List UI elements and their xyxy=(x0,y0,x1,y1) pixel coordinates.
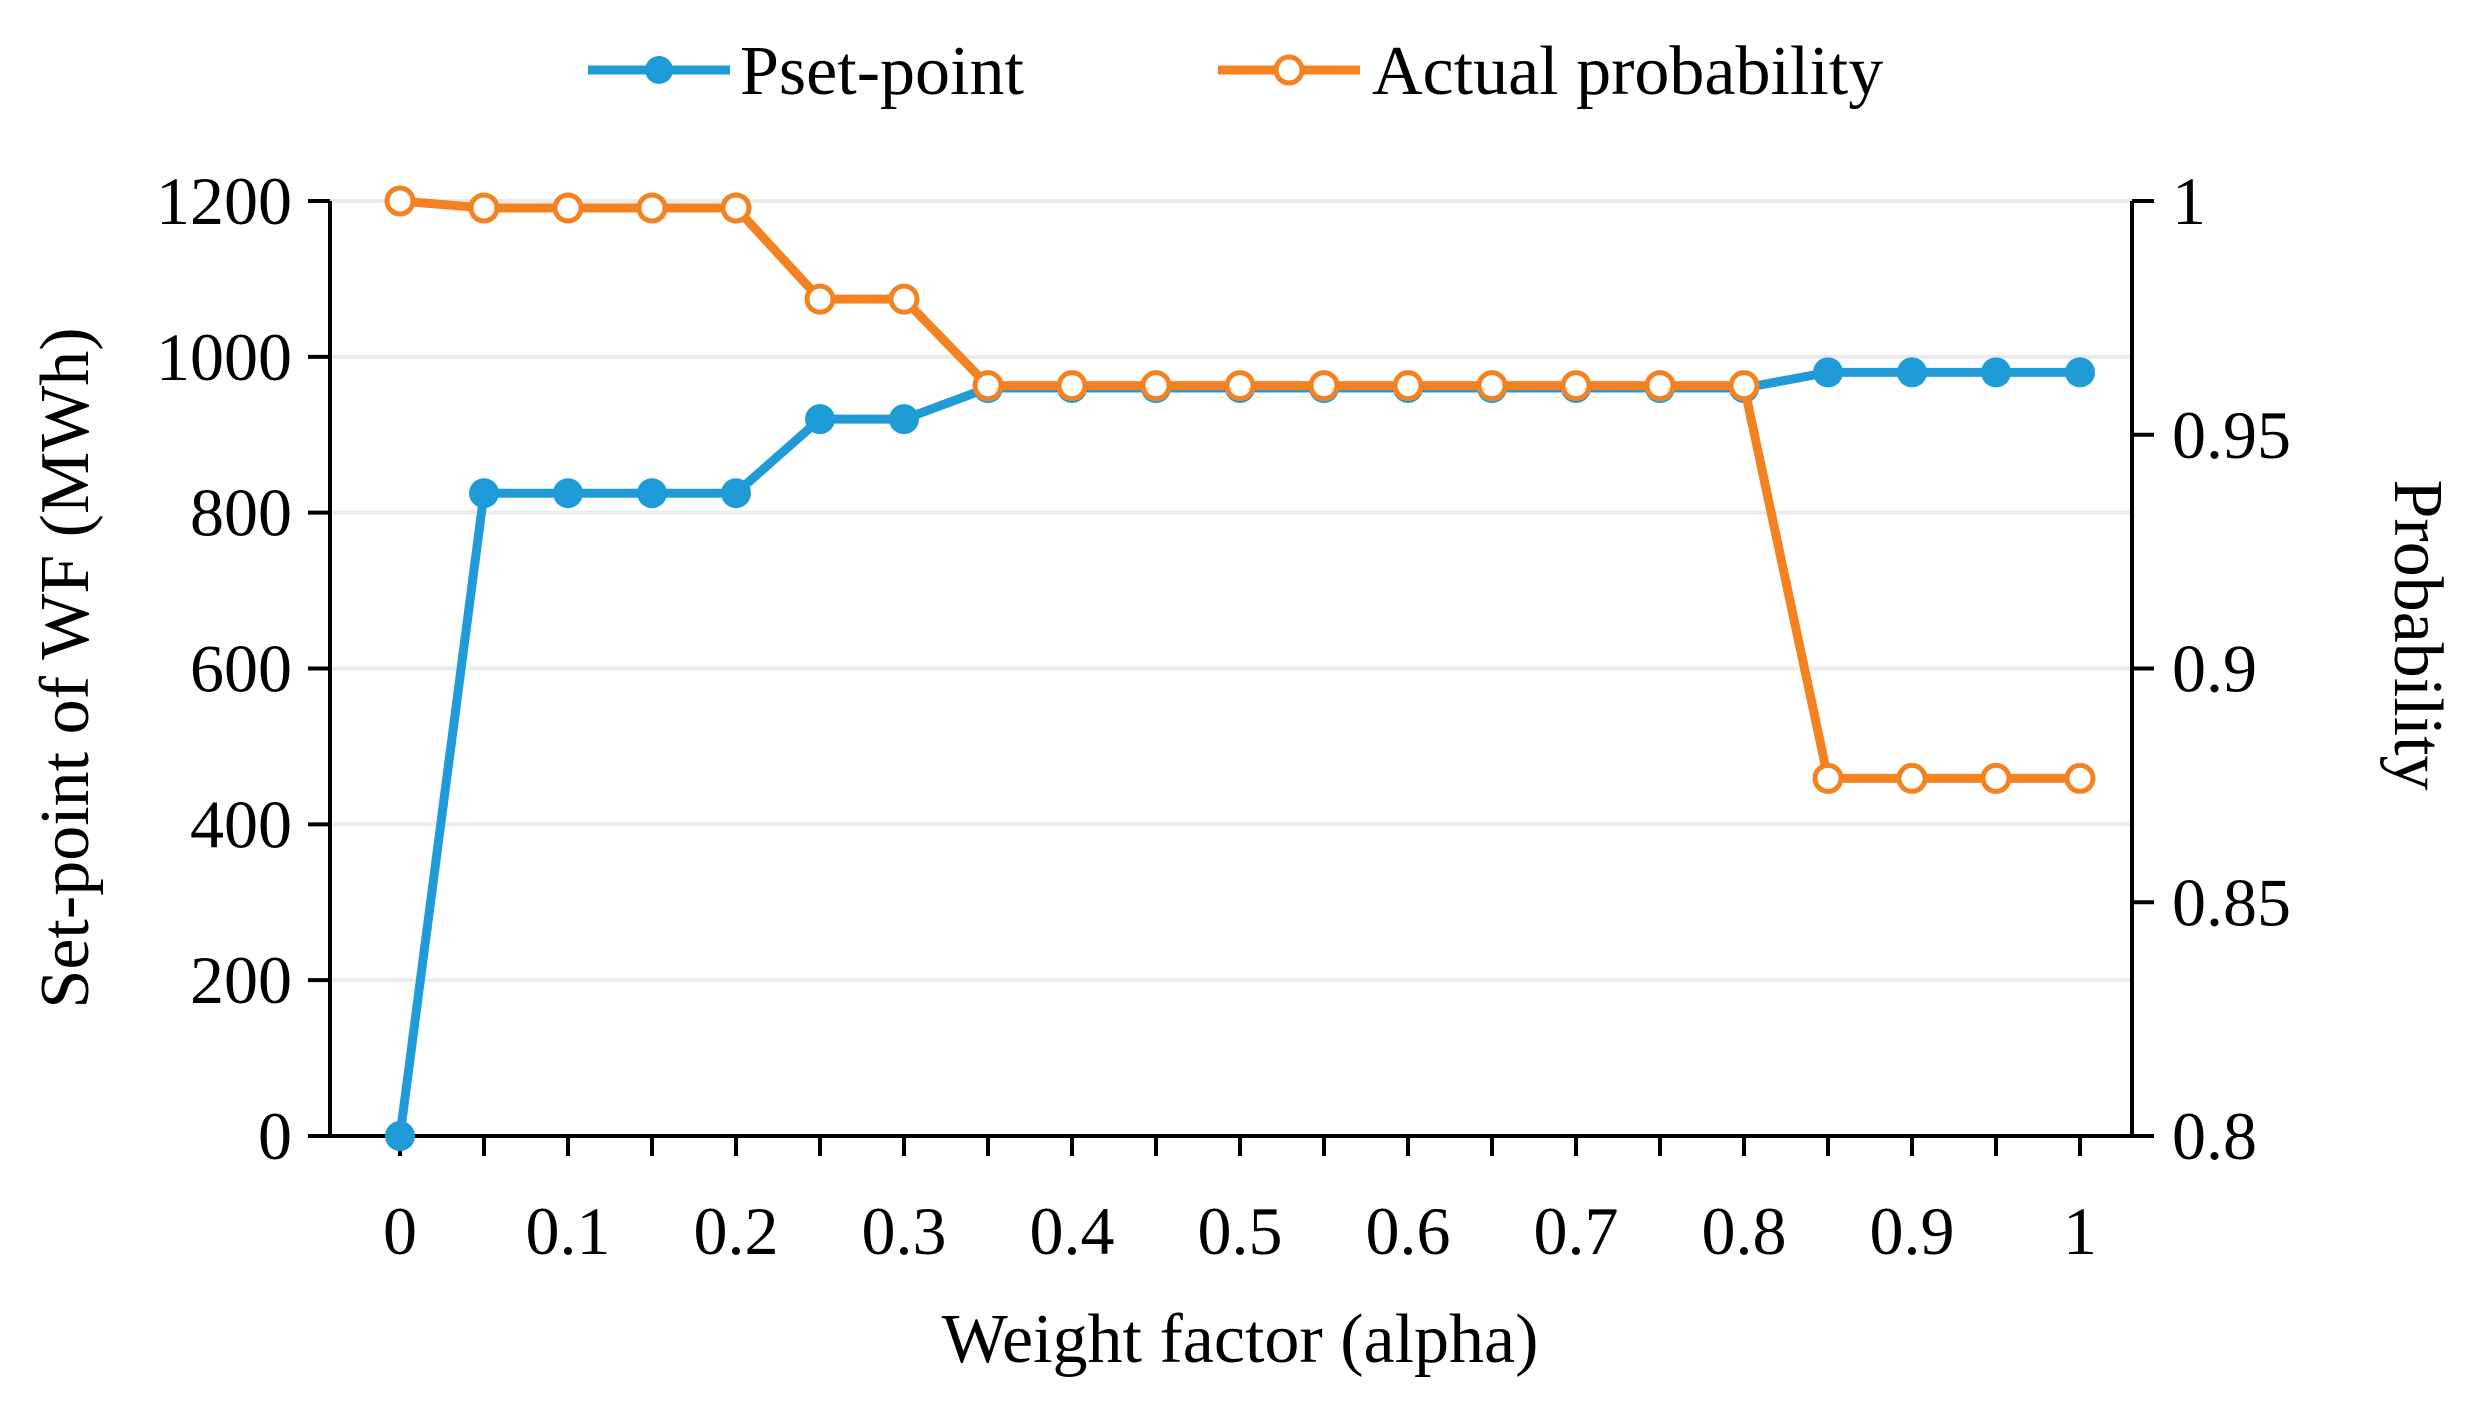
data-point xyxy=(385,1121,415,1151)
x-tick-label: 0.3 xyxy=(862,1193,947,1269)
x-ticks: 0 0.1 0.2 0.3 0.4 0.5 0.6 0.7 0.8 0.9 1 xyxy=(383,1136,2097,1269)
data-point xyxy=(469,478,499,509)
data-point xyxy=(888,283,920,315)
data-point xyxy=(468,192,500,224)
data-point xyxy=(552,192,584,224)
right-y-tick-label: 0.95 xyxy=(2172,397,2291,473)
left-y-ticks: 0 200 400 600 800 1000 1200 xyxy=(156,163,330,1174)
gridlines xyxy=(330,199,2132,983)
data-point xyxy=(1560,370,1592,402)
data-point xyxy=(805,404,835,435)
x-tick-label: 0.1 xyxy=(526,1193,611,1269)
left-y-axis-title: Set-point of WF (MWh) xyxy=(27,327,104,1008)
x-axis-title: Weight factor (alpha) xyxy=(942,1301,1539,1378)
data-point xyxy=(1392,370,1424,402)
data-point xyxy=(972,370,1004,402)
series-actual-probability xyxy=(384,185,2096,794)
series-pset-point xyxy=(385,357,2095,1151)
left-y-tick-label: 600 xyxy=(190,631,292,707)
right-y-tick-label: 1 xyxy=(2172,163,2206,239)
data-point xyxy=(2064,762,2096,794)
data-point xyxy=(384,185,416,217)
data-point xyxy=(1140,370,1172,402)
right-y-axis-title: Probability xyxy=(2379,479,2456,790)
x-tick-label: 0.9 xyxy=(1870,1193,1955,1269)
left-y-tick-label: 1200 xyxy=(156,163,292,239)
legend-item-pset-point: Pset-point xyxy=(588,33,1024,110)
legend-label: Pset-point xyxy=(740,33,1024,110)
x-tick-label: 0.2 xyxy=(694,1193,779,1269)
x-tick-label: 0.6 xyxy=(1366,1193,1451,1269)
x-tick-label: 0 xyxy=(383,1193,417,1269)
left-y-tick-label: 200 xyxy=(190,942,292,1018)
legend-swatch-marker xyxy=(645,56,673,84)
x-tick-label: 0.4 xyxy=(1030,1193,1115,1269)
data-point xyxy=(721,478,751,509)
data-point xyxy=(1981,357,2011,388)
legend-label: Actual probability xyxy=(1372,33,1883,110)
x-tick-label: 0.8 xyxy=(1702,1193,1787,1269)
data-point xyxy=(1056,370,1088,402)
data-point xyxy=(1812,762,1844,794)
legend-item-actual-probability: Actual probability xyxy=(1218,33,1883,110)
data-point xyxy=(1728,370,1760,402)
legend-swatch-marker xyxy=(1273,54,1305,86)
data-point xyxy=(720,192,752,224)
legend: Pset-point Actual probability xyxy=(588,33,1883,110)
left-y-tick-label: 400 xyxy=(190,786,292,862)
right-y-tick-label: 0.8 xyxy=(2172,1098,2257,1174)
right-y-tick-label: 0.9 xyxy=(2172,631,2257,707)
data-point xyxy=(1897,357,1927,388)
data-point xyxy=(637,478,667,509)
right-y-tick-label: 0.85 xyxy=(2172,864,2291,940)
data-point xyxy=(1224,370,1256,402)
data-point xyxy=(2065,357,2095,388)
data-point xyxy=(1896,762,1928,794)
x-tick-label: 1 xyxy=(2063,1193,2097,1269)
left-y-tick-label: 800 xyxy=(190,475,292,551)
right-y-ticks: 0.8 0.85 0.9 0.95 1 xyxy=(2132,163,2291,1174)
data-point xyxy=(889,404,919,435)
x-tick-label: 0.5 xyxy=(1198,1193,1283,1269)
data-point xyxy=(1813,357,1843,388)
left-y-tick-label: 0 xyxy=(258,1098,292,1174)
data-point xyxy=(553,478,583,509)
x-tick-label: 0.7 xyxy=(1534,1193,1619,1269)
data-point xyxy=(1476,370,1508,402)
data-point xyxy=(1980,762,2012,794)
left-y-tick-label: 1000 xyxy=(156,319,292,395)
data-point xyxy=(1308,370,1340,402)
data-point xyxy=(804,283,836,315)
series xyxy=(384,185,2096,1151)
data-point xyxy=(1644,370,1676,402)
data-point xyxy=(636,192,668,224)
